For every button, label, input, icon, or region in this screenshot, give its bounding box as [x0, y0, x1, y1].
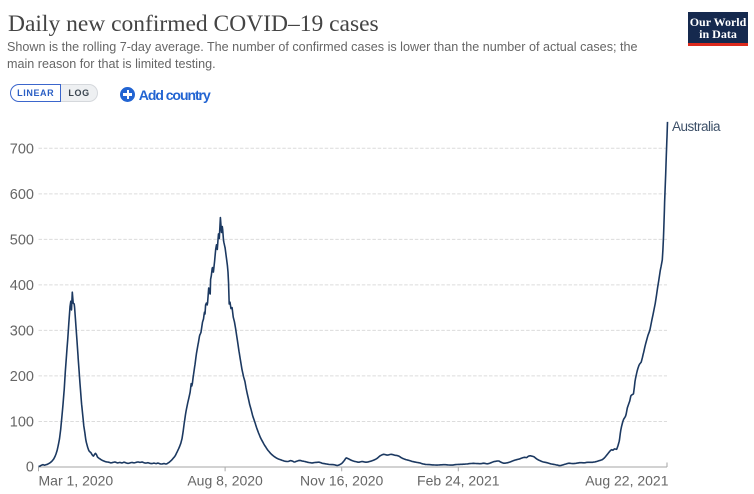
svg-text:100: 100 [10, 415, 34, 431]
svg-text:Mar 1, 2020: Mar 1, 2020 [39, 473, 114, 489]
svg-text:200: 200 [10, 369, 34, 385]
svg-text:600: 600 [10, 187, 34, 203]
svg-text:300: 300 [10, 323, 34, 339]
svg-text:400: 400 [10, 278, 34, 294]
svg-text:700: 700 [10, 141, 34, 157]
svg-text:0: 0 [26, 460, 34, 476]
svg-text:Aug 8, 2020: Aug 8, 2020 [187, 473, 263, 489]
svg-text:Australia: Australia [672, 119, 721, 134]
svg-text:Feb 24, 2021: Feb 24, 2021 [417, 473, 500, 489]
svg-text:Aug 22, 2021: Aug 22, 2021 [585, 473, 669, 489]
svg-text:Nov 16, 2020: Nov 16, 2020 [300, 473, 383, 489]
svg-text:500: 500 [10, 232, 34, 248]
